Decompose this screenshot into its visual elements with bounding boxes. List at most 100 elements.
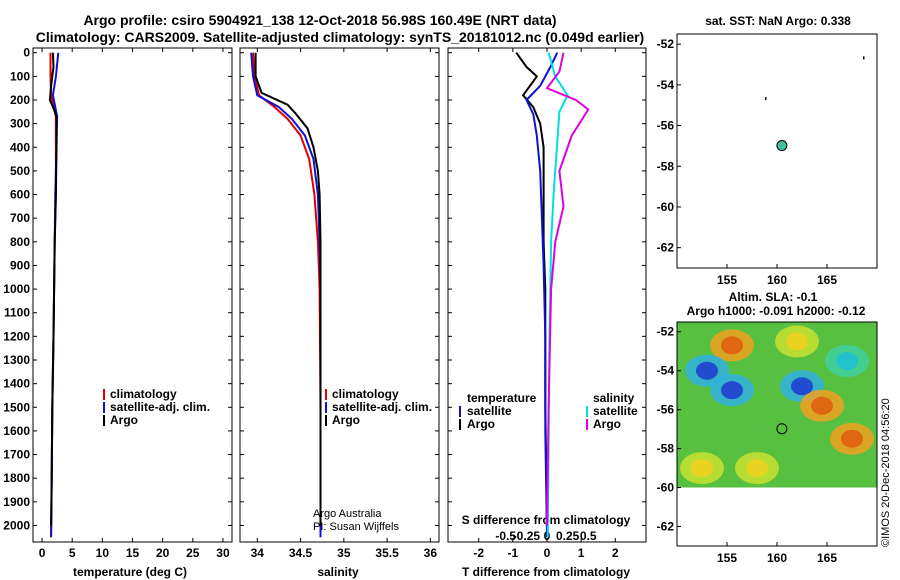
- sla-map-xtick-label: 155: [717, 551, 737, 565]
- salinity-series-line: [252, 52, 322, 538]
- difference-series-line: [545, 52, 590, 526]
- depth-tick-label: 1300: [3, 353, 30, 367]
- sla-map-title2: Argo h1000: -0.091 h2000: -0.12: [687, 304, 866, 318]
- sla-map-xtick-label: 165: [817, 551, 837, 565]
- salinity-series-line: [254, 52, 322, 526]
- temperature-xlabel: temperature (deg C): [73, 565, 187, 579]
- temperature-xtick-label: 5: [69, 546, 76, 560]
- depth-tick-label: 500: [10, 164, 30, 178]
- diff-legend-right-label: Argo: [593, 417, 621, 431]
- depth-tick-label: 1900: [3, 495, 30, 509]
- sla-blob-core: [691, 459, 713, 478]
- diff-legend-left-label: satellite: [467, 404, 512, 418]
- depth-tick-label: 1600: [3, 424, 30, 438]
- sst-map-title: sat. SST: NaN Argo: 0.338: [705, 14, 851, 28]
- sst-map-xtick-label: 155: [717, 273, 737, 287]
- sst-map-ytick-label: -56: [657, 119, 675, 133]
- salinity-xtick-label: 34.5: [289, 546, 313, 560]
- sla-blob-core: [811, 396, 833, 415]
- salinity-xtick-label: 36: [424, 546, 438, 560]
- temperature-legend-label: Argo: [110, 413, 138, 427]
- depth-tick-label: 0: [23, 46, 30, 60]
- salinity-diff-tick-label: 0.25: [556, 529, 580, 543]
- depth-tick-label: 1500: [3, 400, 30, 414]
- sst-map-ytick-label: -54: [657, 78, 675, 92]
- depth-tick-label: 400: [10, 140, 30, 154]
- salinity-xlabel: salinity: [317, 565, 359, 579]
- title-line2: Climatology: CARS2009. Satellite-adjuste…: [36, 29, 644, 45]
- sst-map-speck: [863, 56, 865, 60]
- diff-legend-left-title: temperature: [467, 391, 537, 405]
- sla-blob-core: [696, 361, 718, 380]
- depth-tick-label: 1700: [3, 448, 30, 462]
- salinity-panel: 34 34.5 35 35.5 36: [239, 47, 440, 560]
- salinity-frame: [239, 47, 440, 543]
- depth-tick-label: 1400: [3, 377, 30, 391]
- sst-map-ytick-label: -60: [657, 200, 675, 214]
- temperature-xtick-label: 30: [216, 546, 230, 560]
- difference-xlabel: T difference from climatology: [462, 565, 630, 579]
- sst-map-ytick-label: -52: [657, 37, 675, 51]
- sla-heatmap: [677, 322, 877, 488]
- diff-legend-right-label: satellite: [593, 404, 638, 418]
- difference-series-line: [525, 52, 559, 538]
- sst-map-xtick-label: 165: [817, 273, 837, 287]
- diff-legend-left-label: Argo: [467, 417, 495, 431]
- depth-tick-label: 300: [10, 117, 30, 131]
- salinity-diff-tick-label: -0.25: [513, 529, 541, 543]
- depth-tick-label: 900: [10, 258, 30, 272]
- sla-blob-core: [721, 336, 743, 355]
- credit-line2: PI: Susan Wijffels: [313, 521, 399, 533]
- sst-map-ytick-label: -62: [657, 241, 675, 255]
- sla-map-title1: Altim. SLA: -0.1: [729, 290, 818, 304]
- sla-map-argo-marker: [776, 423, 788, 435]
- temperature-xtick-label: 15: [126, 546, 140, 560]
- credit-line1: Argo Australia: [313, 508, 382, 520]
- salinity-legend-label: Argo: [332, 413, 360, 427]
- plot-layer: 0 5 10 15 20 25 300100200300400500600700800900…: [3, 33, 878, 565]
- diff-legend-right-title: salinity: [593, 391, 635, 405]
- salinity-legend-label: climatology: [332, 387, 399, 401]
- imos-watermark: ©IMOS 20-Dec-2018 04:56:20: [880, 398, 892, 547]
- sst-map-axes: 155 160 165 -52 -54 -56 -58 -60 -62: [657, 33, 878, 287]
- difference-series-line: [515, 52, 548, 526]
- sst-map-xtick-label: 160: [767, 273, 787, 287]
- sla-map-ytick-label: -60: [657, 481, 675, 495]
- difference-xtick-label: 1: [578, 546, 585, 560]
- sla-heatmap-inner: [677, 322, 877, 488]
- depth-tick-label: 1100: [4, 306, 30, 320]
- depth-tick-label: 600: [10, 188, 30, 202]
- temperature-xtick-label: 25: [186, 546, 200, 560]
- salinity-diff-tick-label: -0.5: [495, 529, 516, 543]
- depth-tick-label: 800: [10, 235, 30, 249]
- sla-blob-core: [721, 381, 743, 400]
- sla-map-xtick-label: 160: [767, 551, 787, 565]
- temperature-legend-label: climatology: [110, 387, 177, 401]
- difference-xtick-label: -1: [508, 546, 519, 560]
- temperature-series-line: [48, 52, 58, 526]
- difference-xtick-label: 0: [544, 546, 551, 560]
- temperature-frame: [32, 47, 233, 543]
- salinity-xtick-label: 35.5: [375, 546, 399, 560]
- salinity-series-line: [250, 52, 322, 538]
- depth-tick-label: 2000: [3, 518, 30, 532]
- sst-map-frame: [676, 33, 878, 269]
- temperature-xtick-label: 0: [39, 546, 46, 560]
- temperature-xtick-label: 20: [156, 546, 170, 560]
- sla-map-ytick-label: -62: [657, 520, 675, 534]
- sla-blob-core: [836, 351, 858, 370]
- depth-tick-label: 1200: [3, 329, 30, 343]
- salinity-xtick-label: 35: [337, 546, 351, 560]
- sst-map-ytick-label: -58: [657, 159, 675, 173]
- salinity-legend-label: satellite-adj. clim.: [332, 400, 432, 414]
- difference-xtick-label: -2: [473, 546, 484, 560]
- difference-panel: -2 -1 0 1 2-0.5-0.25 0 0.25 0.5: [447, 47, 647, 560]
- depth-tick-label: 100: [10, 69, 30, 83]
- salinity-diff-tick-label: 0.5: [580, 529, 597, 543]
- sla-map-axes: 155 160 165 -52 -54 -56 -58 -60 -62: [657, 321, 878, 565]
- depth-tick-label: 200: [10, 93, 30, 107]
- depth-tick-label: 1800: [3, 471, 30, 485]
- sla-blob-core: [841, 429, 863, 448]
- temperature-panel: 0 5 10 15 20 25 300100200300400500600700800900…: [3, 46, 233, 560]
